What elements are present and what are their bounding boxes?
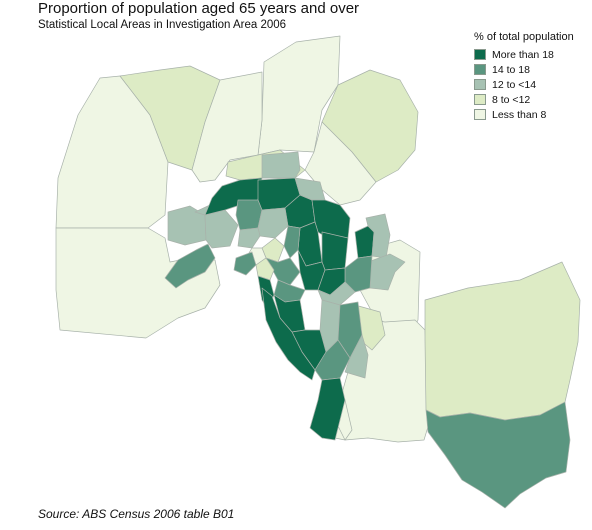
region-maroondah [354, 225, 375, 259]
legend-label: 14 to 18 [492, 63, 530, 76]
region-port-phillip [255, 257, 275, 281]
legend-item: 8 to <12 [474, 92, 590, 107]
region-moreland [257, 207, 289, 239]
region-northeast-2 [304, 121, 377, 206]
region-west [55, 75, 169, 229]
region-whitehorse [321, 231, 349, 271]
region-brimbank [235, 199, 263, 231]
legend-swatch [474, 109, 486, 120]
legend-title: % of total population [474, 31, 574, 43]
region-moonee-valley [237, 227, 261, 249]
legend: % of total population More than 18 14 to… [474, 31, 590, 122]
legend-swatch [474, 79, 486, 90]
legend-swatch [474, 94, 486, 105]
region-altona [233, 251, 257, 276]
region-north-2 [191, 71, 263, 183]
region-south-east [425, 401, 571, 509]
region-mornington-peninsula [309, 377, 346, 441]
map-subtitle: Statistical Local Areas in Investigation… [38, 19, 287, 31]
legend-label: 8 to <12 [492, 93, 531, 106]
legend-item: Less than 8 [474, 107, 590, 122]
legend-swatch [474, 64, 486, 75]
region-north-mid [261, 151, 301, 179]
legend-label: Less than 8 [492, 108, 547, 121]
region-cardinia-west [344, 334, 369, 379]
region-far-east [424, 261, 581, 421]
map-title: Proportion of population aged 65 years a… [38, 0, 360, 17]
region-knox-north [365, 213, 391, 259]
legend-label: More than 18 [492, 48, 554, 61]
region-west-mid-2 [204, 209, 239, 249]
legend-label: 12 to <14 [492, 78, 537, 91]
legend-item: 12 to <14 [474, 77, 590, 92]
region-wyndham [164, 243, 216, 289]
region-hobsons-bay [261, 287, 316, 381]
legend-swatch [474, 49, 486, 60]
region-darebin [283, 225, 301, 259]
legend-item: More than 18 [474, 47, 590, 62]
region-southwest [55, 227, 221, 339]
legend-item: 14 to 18 [474, 62, 590, 77]
source-note: Source: ABS Census 2006 table B01 [38, 507, 235, 521]
